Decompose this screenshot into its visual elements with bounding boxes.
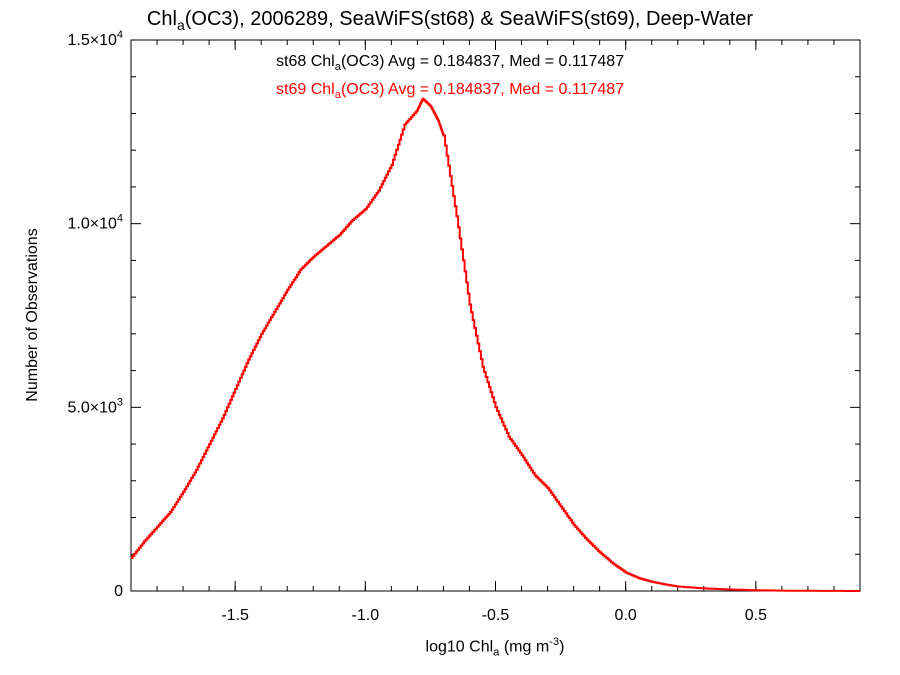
annotation-st68: st68 Chla(OC3) Avg = 0.184837, Med = 0.1…: [276, 53, 625, 74]
y-tick-label: 0: [114, 583, 123, 600]
annotation-st69: st69 Chla(OC3) Avg = 0.184837, Med = 0.1…: [276, 81, 625, 102]
x-tick-label: -0.5: [482, 607, 510, 624]
series-line-st69: [131, 97, 860, 592]
plot-frame: [130, 39, 861, 592]
y-tick-label: 1.5×104: [67, 29, 123, 49]
x-axis-label: log10 Chla (mg m-3): [425, 636, 565, 659]
x-tick-label: -1.5: [221, 607, 249, 624]
y-tick-label: 1.0×104: [67, 213, 123, 233]
x-tick-label: 0.0: [615, 607, 637, 624]
y-tick-label: 5.0×103: [67, 396, 123, 416]
chart-title: Chla(OC3), 2006289, SeaWiFS(st68) & SeaW…: [146, 8, 754, 33]
x-tick-label: 0.5: [745, 607, 767, 624]
x-tick-label: -1.0: [352, 607, 380, 624]
